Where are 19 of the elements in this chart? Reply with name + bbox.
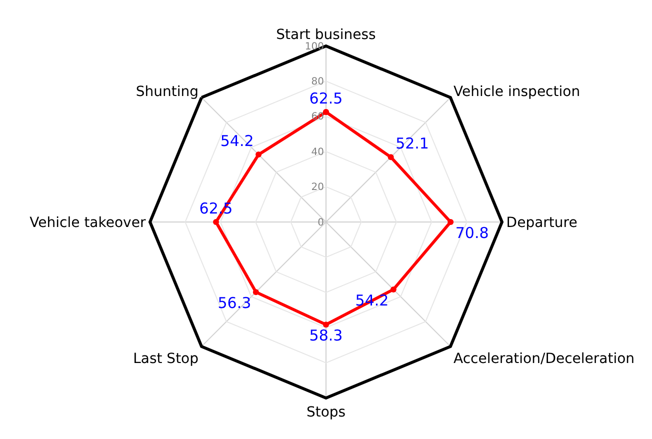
y-tick-label: 100 xyxy=(304,41,324,52)
data-label: 56.3 xyxy=(218,294,252,312)
spoke-label: Start business xyxy=(276,26,376,43)
data-label: 70.8 xyxy=(455,224,489,242)
spoke-label: Vehicle inspection xyxy=(453,84,580,100)
spoke-label: Acceleration/Deceleration xyxy=(453,350,635,367)
spoke-label: Shunting xyxy=(136,84,199,100)
spoke-label: Vehicle takeover xyxy=(30,214,146,231)
y-tick-label: 40 xyxy=(311,146,324,158)
spoke-label: Last Stop xyxy=(133,350,199,367)
spoke-label: Departure xyxy=(506,214,578,231)
y-tick-label: 80 xyxy=(311,76,324,88)
y-tick-label: 20 xyxy=(311,182,324,194)
spoke-label: Stops xyxy=(306,404,346,420)
data-label: 58.3 xyxy=(309,326,343,345)
y-tick-label: 0 xyxy=(318,217,324,228)
data-label: 52.1 xyxy=(396,134,429,153)
data-label: 62.5 xyxy=(309,90,343,108)
data-label: 54.2 xyxy=(220,132,254,150)
